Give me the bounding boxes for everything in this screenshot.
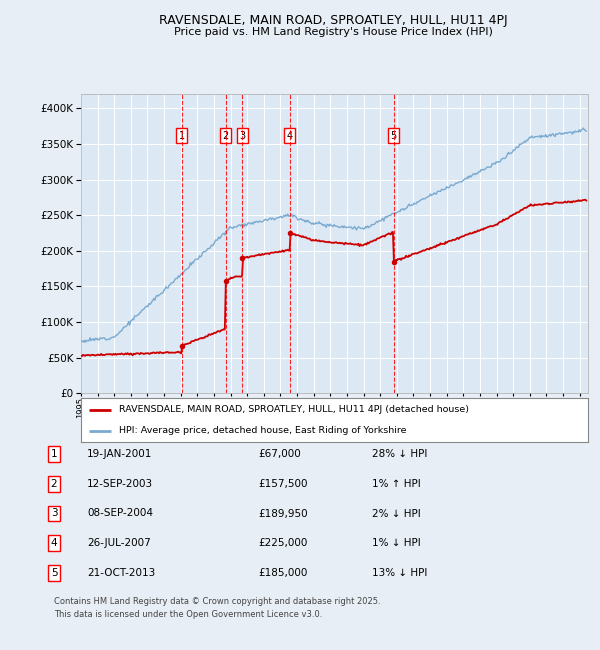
Text: 1: 1 — [50, 448, 58, 459]
Text: 2% ↓ HPI: 2% ↓ HPI — [372, 508, 421, 519]
Text: 3: 3 — [239, 131, 245, 140]
Text: 1% ↓ HPI: 1% ↓ HPI — [372, 538, 421, 549]
Text: 12-SEP-2003: 12-SEP-2003 — [87, 478, 153, 489]
Text: 21-OCT-2013: 21-OCT-2013 — [87, 568, 155, 578]
Text: £67,000: £67,000 — [258, 448, 301, 459]
Text: £185,000: £185,000 — [258, 568, 307, 578]
Text: 5: 5 — [391, 131, 397, 140]
Text: RAVENSDALE, MAIN ROAD, SPROATLEY, HULL, HU11 4PJ (detached house): RAVENSDALE, MAIN ROAD, SPROATLEY, HULL, … — [119, 405, 469, 414]
Text: 13% ↓ HPI: 13% ↓ HPI — [372, 568, 427, 578]
Text: £225,000: £225,000 — [258, 538, 307, 549]
Text: 3: 3 — [50, 508, 58, 519]
Text: This data is licensed under the Open Government Licence v3.0.: This data is licensed under the Open Gov… — [54, 610, 322, 619]
Text: HPI: Average price, detached house, East Riding of Yorkshire: HPI: Average price, detached house, East… — [119, 426, 407, 436]
Text: 08-SEP-2004: 08-SEP-2004 — [87, 508, 153, 519]
Text: 4: 4 — [287, 131, 293, 140]
Text: 4: 4 — [50, 538, 58, 549]
Text: Contains HM Land Registry data © Crown copyright and database right 2025.: Contains HM Land Registry data © Crown c… — [54, 597, 380, 606]
Text: 26-JUL-2007: 26-JUL-2007 — [87, 538, 151, 549]
Text: 19-JAN-2001: 19-JAN-2001 — [87, 448, 152, 459]
Text: 1: 1 — [179, 131, 185, 140]
Text: RAVENSDALE, MAIN ROAD, SPROATLEY, HULL, HU11 4PJ: RAVENSDALE, MAIN ROAD, SPROATLEY, HULL, … — [158, 14, 508, 27]
Text: 1% ↑ HPI: 1% ↑ HPI — [372, 478, 421, 489]
Text: 5: 5 — [50, 568, 58, 578]
Text: £157,500: £157,500 — [258, 478, 308, 489]
Text: 2: 2 — [50, 478, 58, 489]
Text: Price paid vs. HM Land Registry's House Price Index (HPI): Price paid vs. HM Land Registry's House … — [173, 27, 493, 37]
Text: 2: 2 — [223, 131, 229, 140]
Text: 28% ↓ HPI: 28% ↓ HPI — [372, 448, 427, 459]
Text: £189,950: £189,950 — [258, 508, 308, 519]
